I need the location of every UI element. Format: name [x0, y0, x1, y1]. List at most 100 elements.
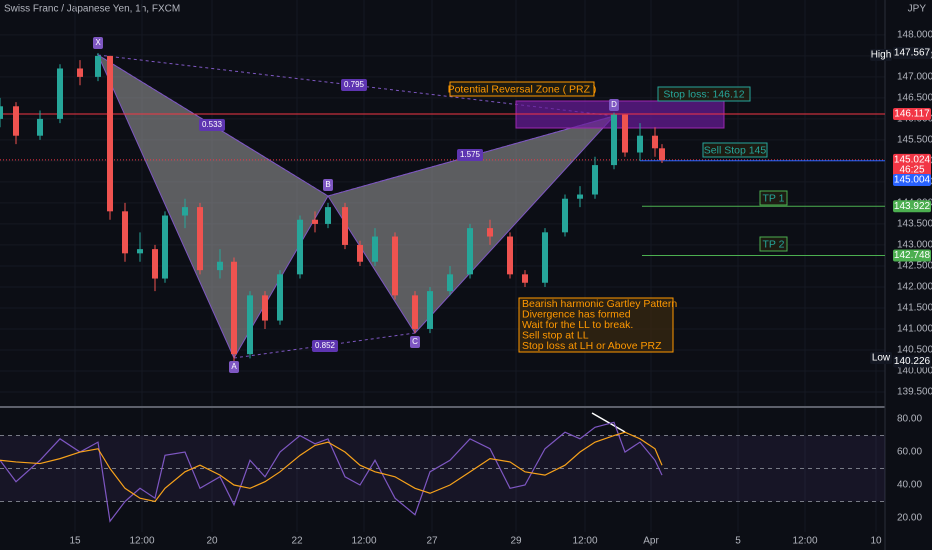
candle-body	[77, 68, 83, 77]
candle-body	[231, 261, 237, 355]
candle-body	[217, 261, 223, 271]
price-label: 146.117	[894, 109, 930, 120]
annotation-box	[759, 236, 788, 252]
note-line: Bearish harmonic Gartley Pattern	[522, 298, 677, 310]
point-label: D	[611, 100, 617, 109]
candle-body	[577, 194, 583, 199]
note-line: Divergence has formed	[522, 308, 631, 320]
point-badge	[229, 361, 239, 373]
ratio-label: 0.852	[315, 341, 336, 350]
y-tick-label: 80.00	[897, 414, 922, 425]
point-label: A	[231, 362, 237, 371]
price-label-box	[893, 200, 931, 213]
x-tick-label: 22	[291, 536, 303, 547]
note-line: Stop loss at LH or Above PRZ	[522, 340, 662, 352]
x-tick-label: 27	[426, 536, 438, 547]
y-tick-label: 40.00	[897, 480, 922, 491]
price-label-box	[893, 47, 931, 60]
candle-body	[427, 291, 433, 329]
annotation-box	[449, 81, 595, 97]
candle-body	[162, 215, 168, 279]
x-tick-label: 10	[870, 536, 882, 547]
y-tick-label: 147.000	[897, 72, 932, 83]
candle-body	[562, 198, 568, 233]
price-label-box	[893, 153, 931, 176]
price-label: 145.024	[894, 155, 931, 166]
x-tick-label: Apr	[643, 536, 659, 547]
annotation-box	[657, 86, 751, 102]
candle-body	[95, 55, 101, 77]
tag-box	[870, 49, 892, 61]
price-label-box	[893, 355, 931, 368]
chart-title: Swiss Franc / Japanese Yen, 1h, FXCM	[4, 4, 180, 15]
rsi-line	[0, 421, 663, 523]
countdown: 46:25	[899, 165, 924, 176]
y-tick-label: 140.500	[897, 345, 932, 356]
x-tick-label: 29	[510, 536, 522, 547]
y-tick-label: 146.500	[897, 93, 932, 104]
candle-body	[0, 106, 3, 119]
rsi-line	[0, 431, 663, 503]
candle-body	[152, 249, 158, 279]
y-tick-label: 139.500	[897, 387, 932, 398]
candle-body	[57, 68, 63, 119]
annotation: Sell Stop 145	[704, 144, 767, 156]
x-tick-label: 15	[69, 536, 81, 547]
divergence-line	[591, 412, 626, 433]
candle-body	[659, 148, 665, 161]
point-label: X	[95, 38, 101, 47]
note-box	[518, 297, 674, 353]
price-label-box	[893, 174, 931, 186]
price-label: 147.567	[894, 48, 931, 59]
x-tick-label: 12:00	[792, 536, 817, 547]
pane-divider	[0, 406, 885, 408]
y-tick-label: 148.000	[897, 30, 932, 41]
candle-body	[542, 232, 548, 283]
annotation: Potential Reversal Zone ( PRZ )	[448, 83, 597, 95]
y-tick-label: 145.500	[897, 135, 932, 146]
price-label: 142.748	[894, 250, 931, 261]
price-label-box	[893, 107, 931, 120]
y-tick-label: 60.00	[897, 447, 922, 458]
candle-body	[325, 207, 331, 224]
x-tick-label: 5	[735, 536, 741, 547]
candle-body	[611, 114, 617, 166]
ratio-label: 1.575	[460, 150, 481, 159]
note-line: Wait for the LL to break.	[522, 319, 633, 331]
annotation-box	[702, 142, 768, 158]
tag-box	[870, 352, 892, 364]
candle-body	[197, 207, 203, 271]
y-tick-label: 140.000	[897, 366, 932, 377]
candle-body	[122, 211, 128, 254]
candle-body	[522, 274, 528, 283]
price-label-box	[893, 249, 931, 262]
candle-body	[107, 55, 113, 212]
candle-body	[637, 135, 643, 153]
x-tick-label: 20	[206, 536, 218, 547]
x-tick-label: 12:00	[129, 536, 154, 547]
point-label: B	[325, 180, 330, 189]
annotation: Stop loss: 146.12	[663, 88, 744, 100]
y-tick-label: 143.500	[897, 219, 932, 230]
y-tick-label: 143.000	[897, 240, 932, 251]
candle-body	[467, 228, 473, 275]
tag-label: High	[871, 50, 892, 61]
candle-body	[262, 295, 268, 321]
candle-body	[447, 274, 453, 292]
point-badge	[93, 37, 103, 49]
candle-body	[247, 295, 253, 355]
ratio-badge	[457, 149, 483, 161]
y-tick-label: 141.500	[897, 303, 932, 314]
candle-body	[37, 118, 43, 136]
candle-body	[357, 244, 363, 262]
ratio-label: 0.795	[344, 80, 365, 89]
ratio-label: 0.533	[202, 120, 223, 129]
ratio-badge	[199, 119, 225, 131]
candle-body	[487, 228, 493, 237]
bd-line	[327, 115, 615, 197]
candle-body	[392, 236, 398, 296]
candle-body	[507, 236, 513, 275]
tag-label: Low	[872, 353, 891, 364]
candle-body	[297, 219, 303, 275]
